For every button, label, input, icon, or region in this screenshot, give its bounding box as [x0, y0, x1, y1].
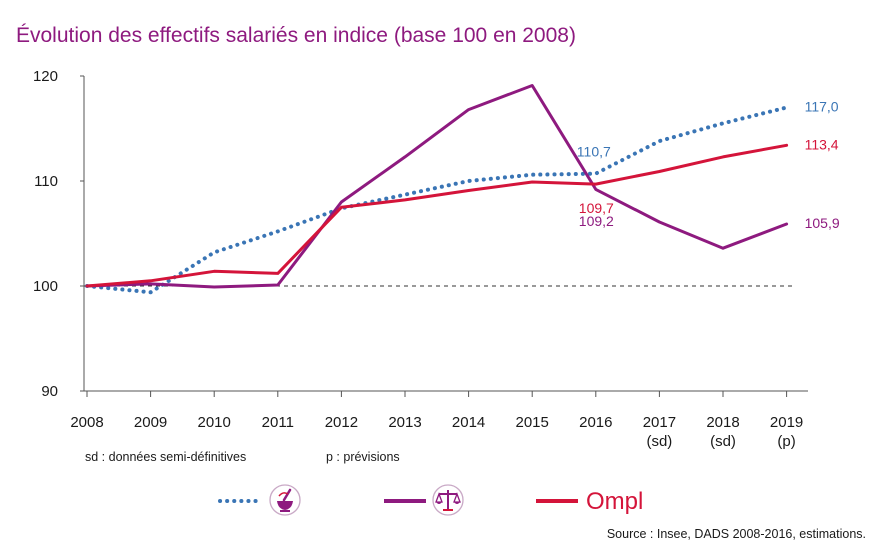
x-tick-label: 2019: [770, 414, 803, 431]
data-label: 109,7: [579, 200, 614, 216]
legend: Ompl: [218, 484, 643, 516]
axes: [83, 76, 808, 392]
series-line-solid-1: [85, 84, 789, 289]
x-tick-label: 2012: [325, 414, 358, 431]
x-tick-label: 2009: [134, 414, 167, 431]
x-tick-label: 2011: [262, 414, 294, 431]
source-note: Source : Insee, DADS 2008-2016, estimati…: [607, 527, 866, 541]
chart-title: Évolution des effectifs salariés en indi…: [16, 24, 576, 47]
y-tick-label: 120: [33, 68, 58, 85]
data-label: 110,7: [577, 144, 611, 160]
y-tick-label: 90: [41, 383, 58, 400]
x-tick-label: 2010: [198, 414, 231, 431]
x-tick-sublabel: (sd): [646, 433, 672, 450]
x-tick-label: 2013: [388, 414, 421, 431]
series-layer: [85, 84, 789, 295]
x-tick-label: 2008: [70, 414, 103, 431]
x-ticks: 2008 2009 2010 2011 2012 2013 2014 2015 2016 2017…: [70, 391, 803, 450]
scales-of-justice-icon: [432, 484, 464, 516]
x-tick-label: 2016: [579, 414, 612, 431]
x-tick-sublabel: (sd): [710, 433, 736, 450]
x-tick-sublabel: (p): [777, 433, 795, 450]
legend-item-dotted: [218, 484, 301, 516]
x-tick-label: 2015: [516, 414, 549, 431]
y-tick-label: 110: [34, 173, 58, 190]
y-ticks: 90 100 110 120: [33, 68, 84, 400]
legend-item-purple: [384, 484, 464, 516]
x-tick-label: 2017: [643, 414, 676, 431]
data-label: 109,2: [579, 213, 614, 229]
note-sd: sd : données semi-définitives: [85, 450, 246, 464]
data-label: 105,9: [805, 215, 840, 231]
series-line-dotted-0: [85, 105, 789, 295]
mortar-pestle-icon: [269, 484, 301, 516]
x-tick-label: 2018: [706, 414, 739, 431]
data-label: 113,4: [805, 136, 839, 152]
legend-item-red: Ompl: [536, 488, 643, 515]
ompl-logo: Ompl: [586, 488, 643, 515]
data-label: 117,0: [805, 99, 839, 115]
x-tick-label: 2014: [452, 414, 485, 431]
y-tick-label: 100: [33, 278, 58, 295]
series-line-solid-2: [85, 143, 789, 288]
note-p: p : prévisions: [326, 450, 400, 464]
